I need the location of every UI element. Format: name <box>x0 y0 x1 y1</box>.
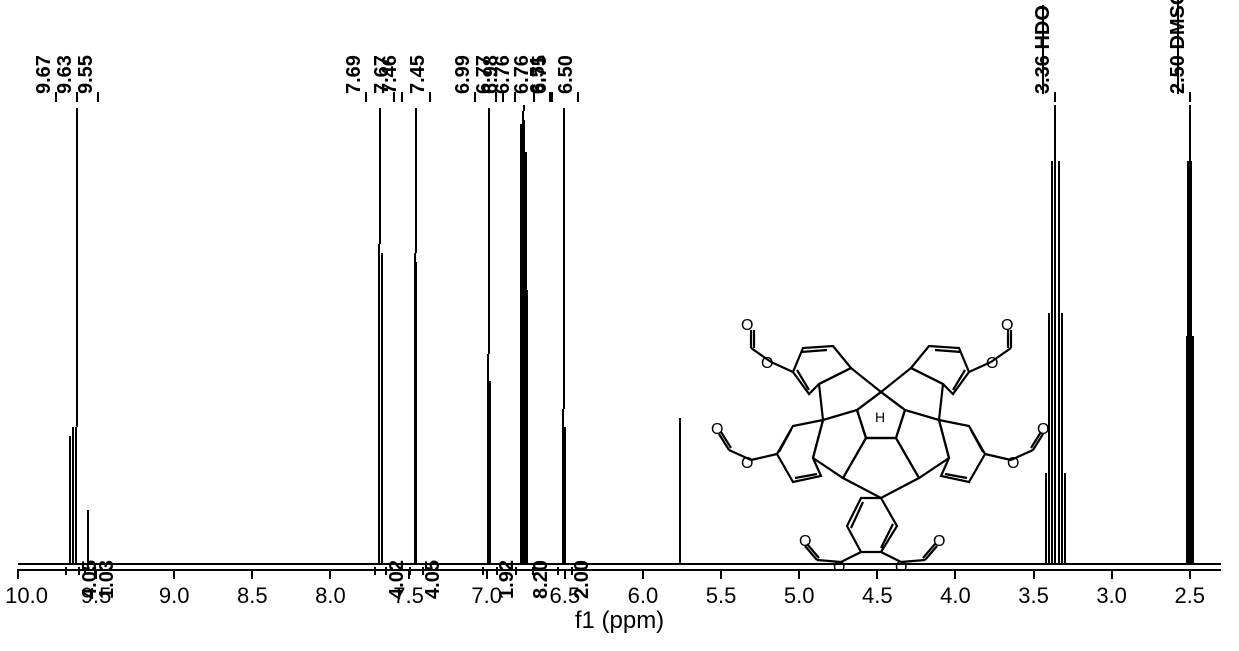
peak-label-leader <box>379 108 381 244</box>
peak-line <box>489 381 491 565</box>
peak-line <box>87 510 89 565</box>
peak-line <box>1058 161 1060 565</box>
peak-label: 7.46 <box>379 55 402 94</box>
peak-label-leader <box>365 92 367 102</box>
peak-line <box>415 262 417 565</box>
svg-text:O: O <box>799 533 811 550</box>
axis-tick <box>1033 569 1035 579</box>
integral-bracket <box>374 569 386 575</box>
axis-tick-label: 9.5 <box>81 583 112 609</box>
axis-tick <box>173 569 175 579</box>
peak-label-leader <box>1054 92 1056 102</box>
svg-text:O: O <box>1037 421 1049 438</box>
peak-label-leader <box>549 92 551 102</box>
peak-line <box>1064 473 1066 565</box>
peak-label-leader <box>401 92 403 102</box>
peak-line <box>75 427 77 565</box>
svg-text:O: O <box>741 317 753 334</box>
peak-line <box>526 290 528 565</box>
axis-tick-label: 5.5 <box>706 583 737 609</box>
peak-label: 3.36 HDO <box>1032 5 1055 94</box>
svg-text:O: O <box>986 355 998 372</box>
peak-line <box>1054 111 1056 565</box>
axis-tick-label: 8.5 <box>237 583 268 609</box>
peak-label: 7.69 <box>343 55 366 94</box>
nmr-spectrum: 9.679.639.557.697.677.467.456.996.986.77… <box>0 0 1239 651</box>
svg-text:O: O <box>711 421 723 438</box>
axis-tick <box>876 569 878 579</box>
peak-line <box>69 436 71 565</box>
peak-label-leader <box>523 105 525 111</box>
peak-line <box>72 427 74 565</box>
peak-line <box>1192 336 1194 566</box>
peak-label: 9.63 <box>54 55 77 94</box>
axis-tick-label: 10.0 <box>5 583 48 609</box>
peak-label-leader <box>415 108 417 253</box>
axis-tick <box>1189 569 1191 579</box>
peak-label-leader <box>488 108 490 354</box>
plot-area: 9.679.639.557.697.677.467.456.996.986.77… <box>18 100 1221 571</box>
peak-label-leader <box>577 92 579 102</box>
svg-text:O: O <box>1007 455 1019 472</box>
svg-text:O: O <box>895 559 907 570</box>
peak-label: 6.99 <box>452 55 475 94</box>
axis-tick <box>251 569 253 579</box>
peak-label-leader <box>1189 92 1191 102</box>
peak-label: 6.50 <box>555 55 578 94</box>
axis-tick-label: 8.0 <box>315 583 346 609</box>
axis-tick <box>642 569 644 579</box>
peak-line <box>381 253 383 565</box>
svg-text:O: O <box>1001 317 1013 334</box>
axis-tick-label: 7.5 <box>393 583 424 609</box>
peak-label-leader <box>76 108 78 427</box>
x-axis-label: f1 (ppm) <box>575 607 664 635</box>
peak-label: 9.55 <box>75 55 98 94</box>
axis-tick <box>720 569 722 579</box>
peak-label-leader <box>429 92 431 102</box>
svg-text:O: O <box>741 455 753 472</box>
peak-line <box>1051 161 1053 565</box>
axis-tick-label: 7.0 <box>471 583 502 609</box>
axis-tick-label: 4.0 <box>940 583 971 609</box>
peak-label: 7.45 <box>407 55 430 94</box>
svg-text:O: O <box>761 355 773 372</box>
peak-line <box>378 244 380 565</box>
axis-tick <box>954 569 956 579</box>
peak-line <box>679 418 681 565</box>
axis-tick-label: 6.0 <box>628 583 659 609</box>
peak-label-leader <box>563 108 565 409</box>
axis-tick-label: 2.5 <box>1174 583 1205 609</box>
molecule-inset: O O O O O O O O O O O O H <box>711 250 1051 570</box>
peak-line <box>564 427 566 565</box>
svg-text:O: O <box>833 559 845 570</box>
axis-tick <box>95 569 97 579</box>
peak-label: 9.67 <box>33 55 56 94</box>
axis-tick-label: 5.0 <box>784 583 815 609</box>
axis-tick <box>1111 569 1113 579</box>
axis-tick <box>564 569 566 579</box>
peak-label-leader <box>1054 105 1056 111</box>
peak-line <box>1061 313 1063 565</box>
peak-label-leader <box>1189 105 1191 111</box>
peak-label-leader <box>551 92 553 102</box>
peak-label: 6.51 <box>527 55 550 94</box>
axis-tick <box>17 569 19 579</box>
axis-tick <box>798 569 800 579</box>
peak-label: 2.50 DMSO <box>1167 0 1190 94</box>
axis-tick-label: 3.0 <box>1096 583 1127 609</box>
axis-tick-label: 9.0 <box>159 583 190 609</box>
axis-tick-label: 4.5 <box>862 583 893 609</box>
molecule-svg: O O O O O O O O O O O O H <box>711 250 1051 570</box>
svg-text:H: H <box>875 409 885 425</box>
axis-tick-label: 6.5 <box>550 583 581 609</box>
peak-label-leader <box>97 92 99 102</box>
svg-text:O: O <box>933 533 945 550</box>
axis-tick <box>329 569 331 579</box>
integral-value: 4.05 <box>422 560 445 599</box>
axis-tick-label: 3.5 <box>1018 583 1049 609</box>
axis-tick <box>408 569 410 579</box>
axis-tick <box>486 569 488 579</box>
